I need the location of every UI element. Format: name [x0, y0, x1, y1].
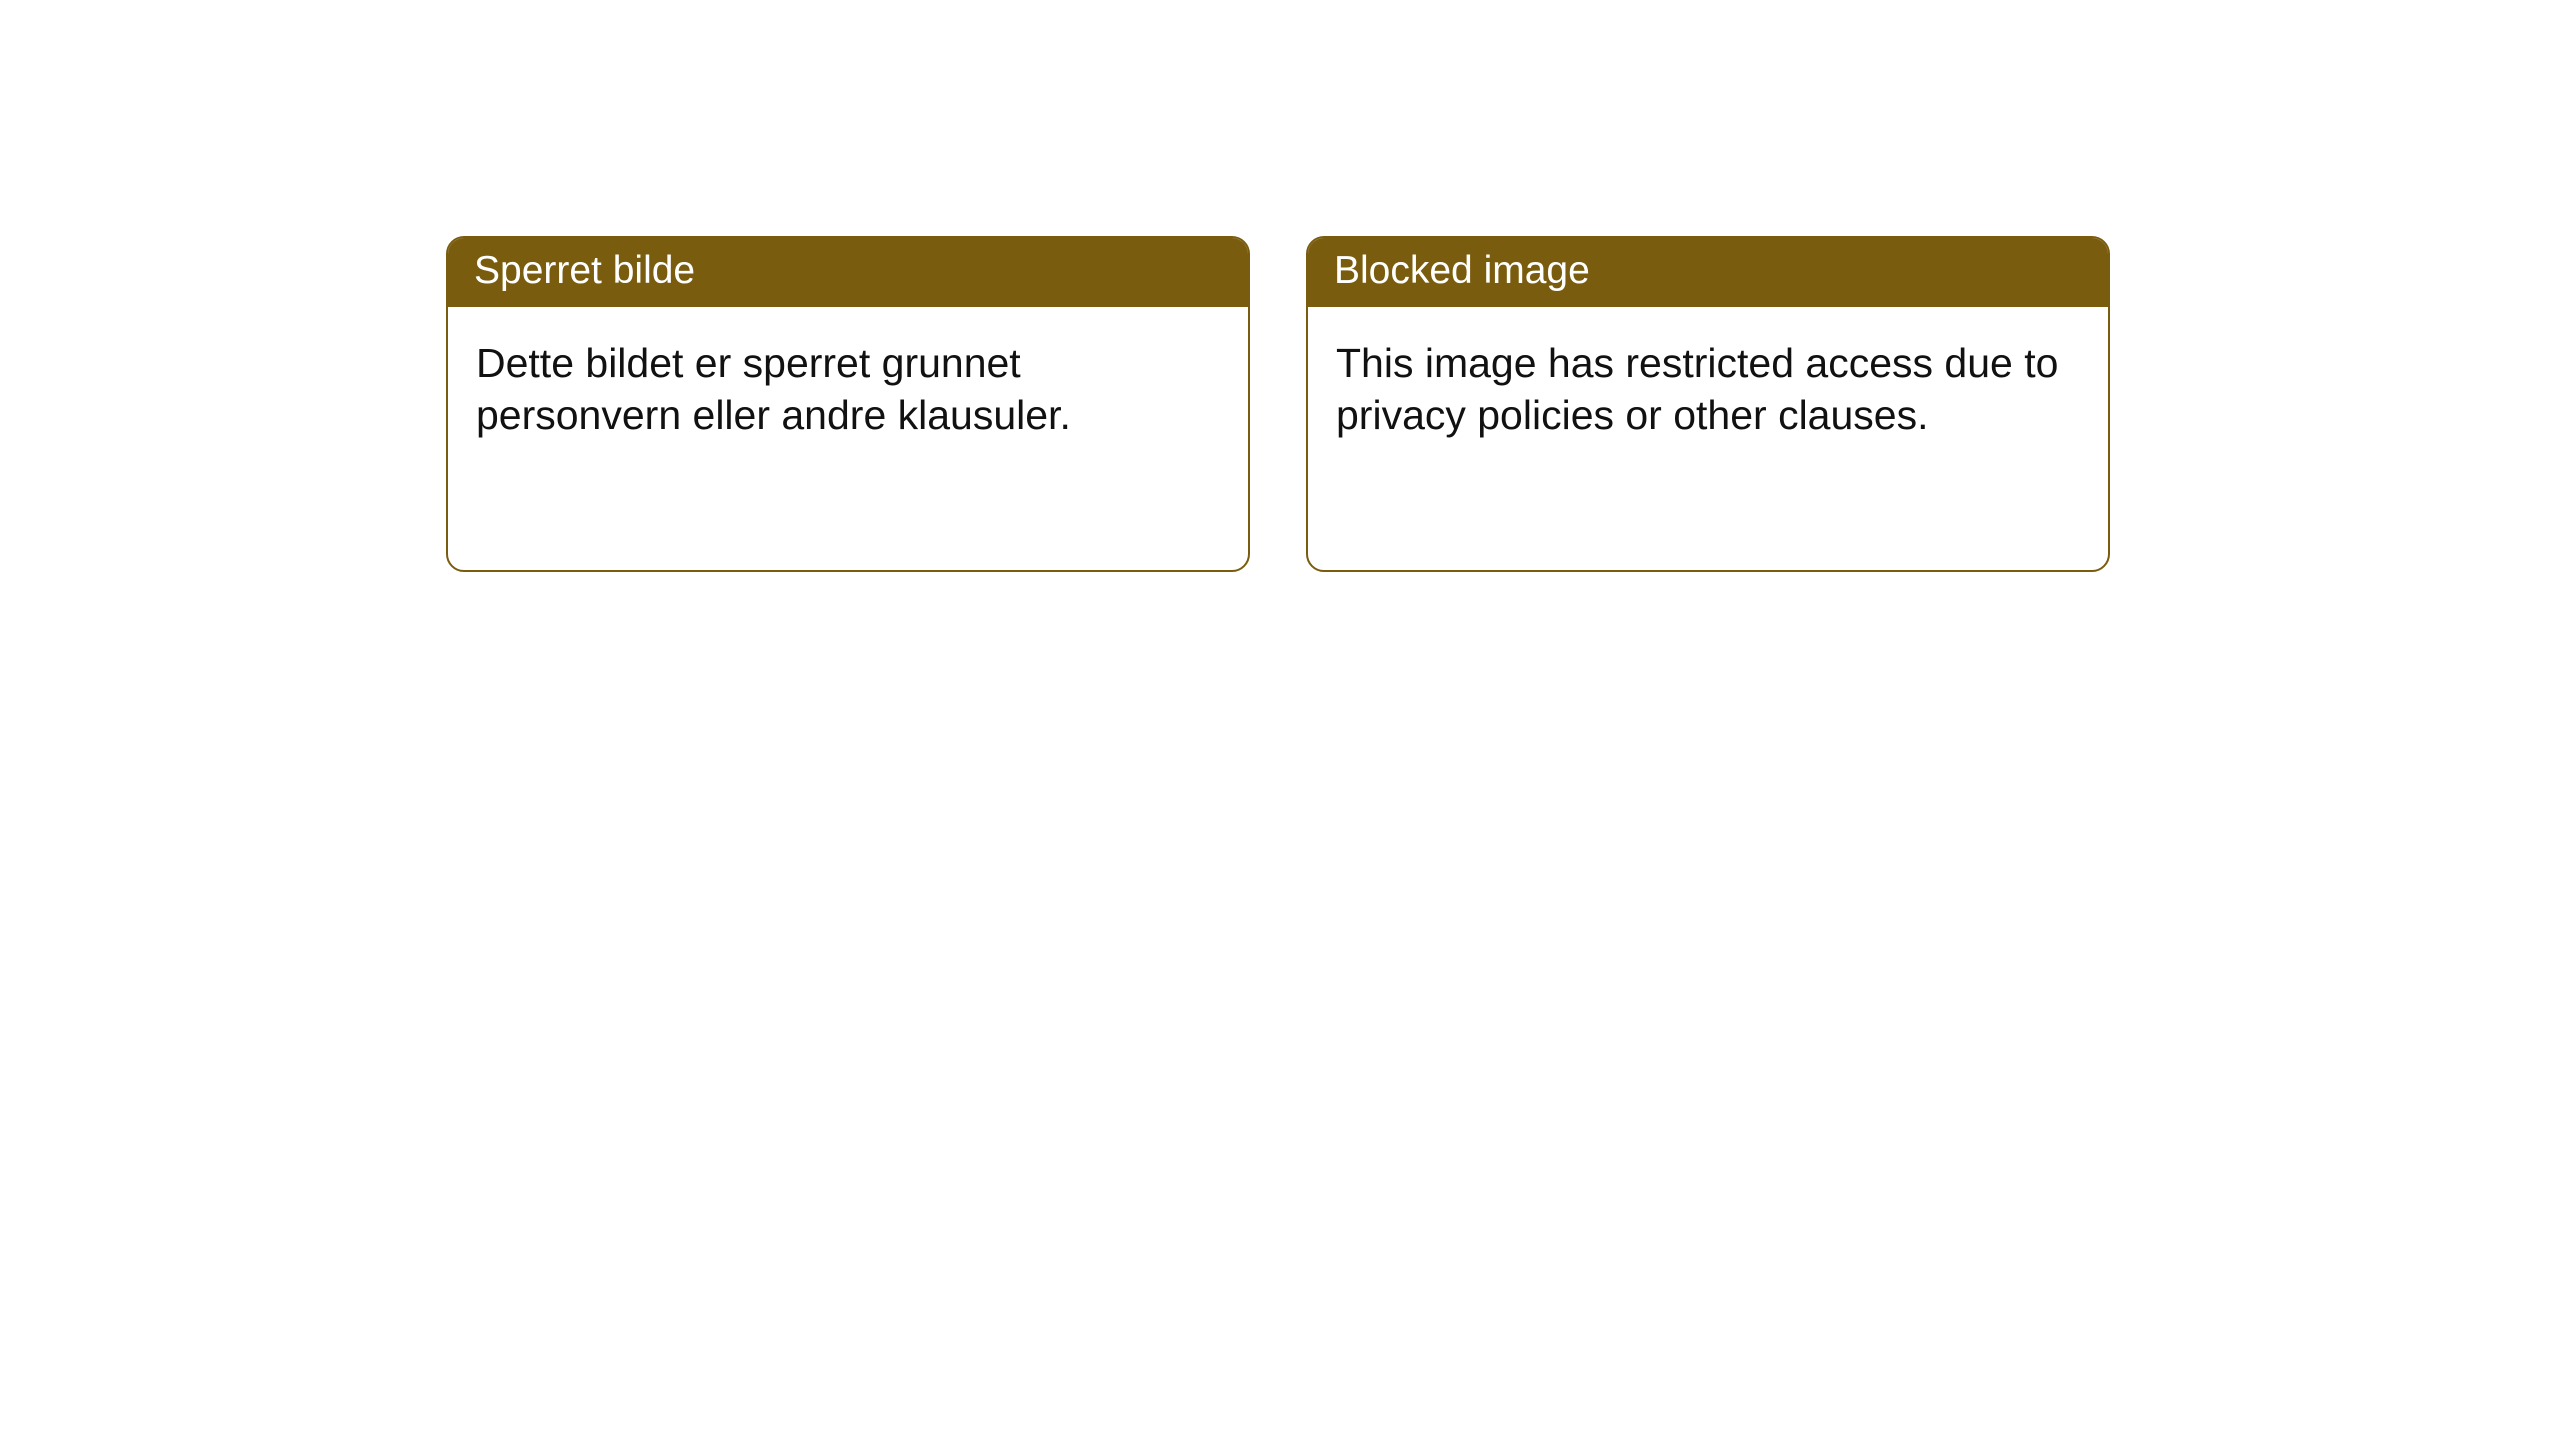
card-body: Dette bildet er sperret grunnet personve…: [448, 307, 1248, 472]
card-header: Sperret bilde: [448, 238, 1248, 307]
notice-container: Sperret bilde Dette bildet er sperret gr…: [0, 0, 2560, 572]
notice-card-english: Blocked image This image has restricted …: [1306, 236, 2110, 572]
card-body: This image has restricted access due to …: [1308, 307, 2108, 472]
card-header: Blocked image: [1308, 238, 2108, 307]
notice-card-norwegian: Sperret bilde Dette bildet er sperret gr…: [446, 236, 1250, 572]
